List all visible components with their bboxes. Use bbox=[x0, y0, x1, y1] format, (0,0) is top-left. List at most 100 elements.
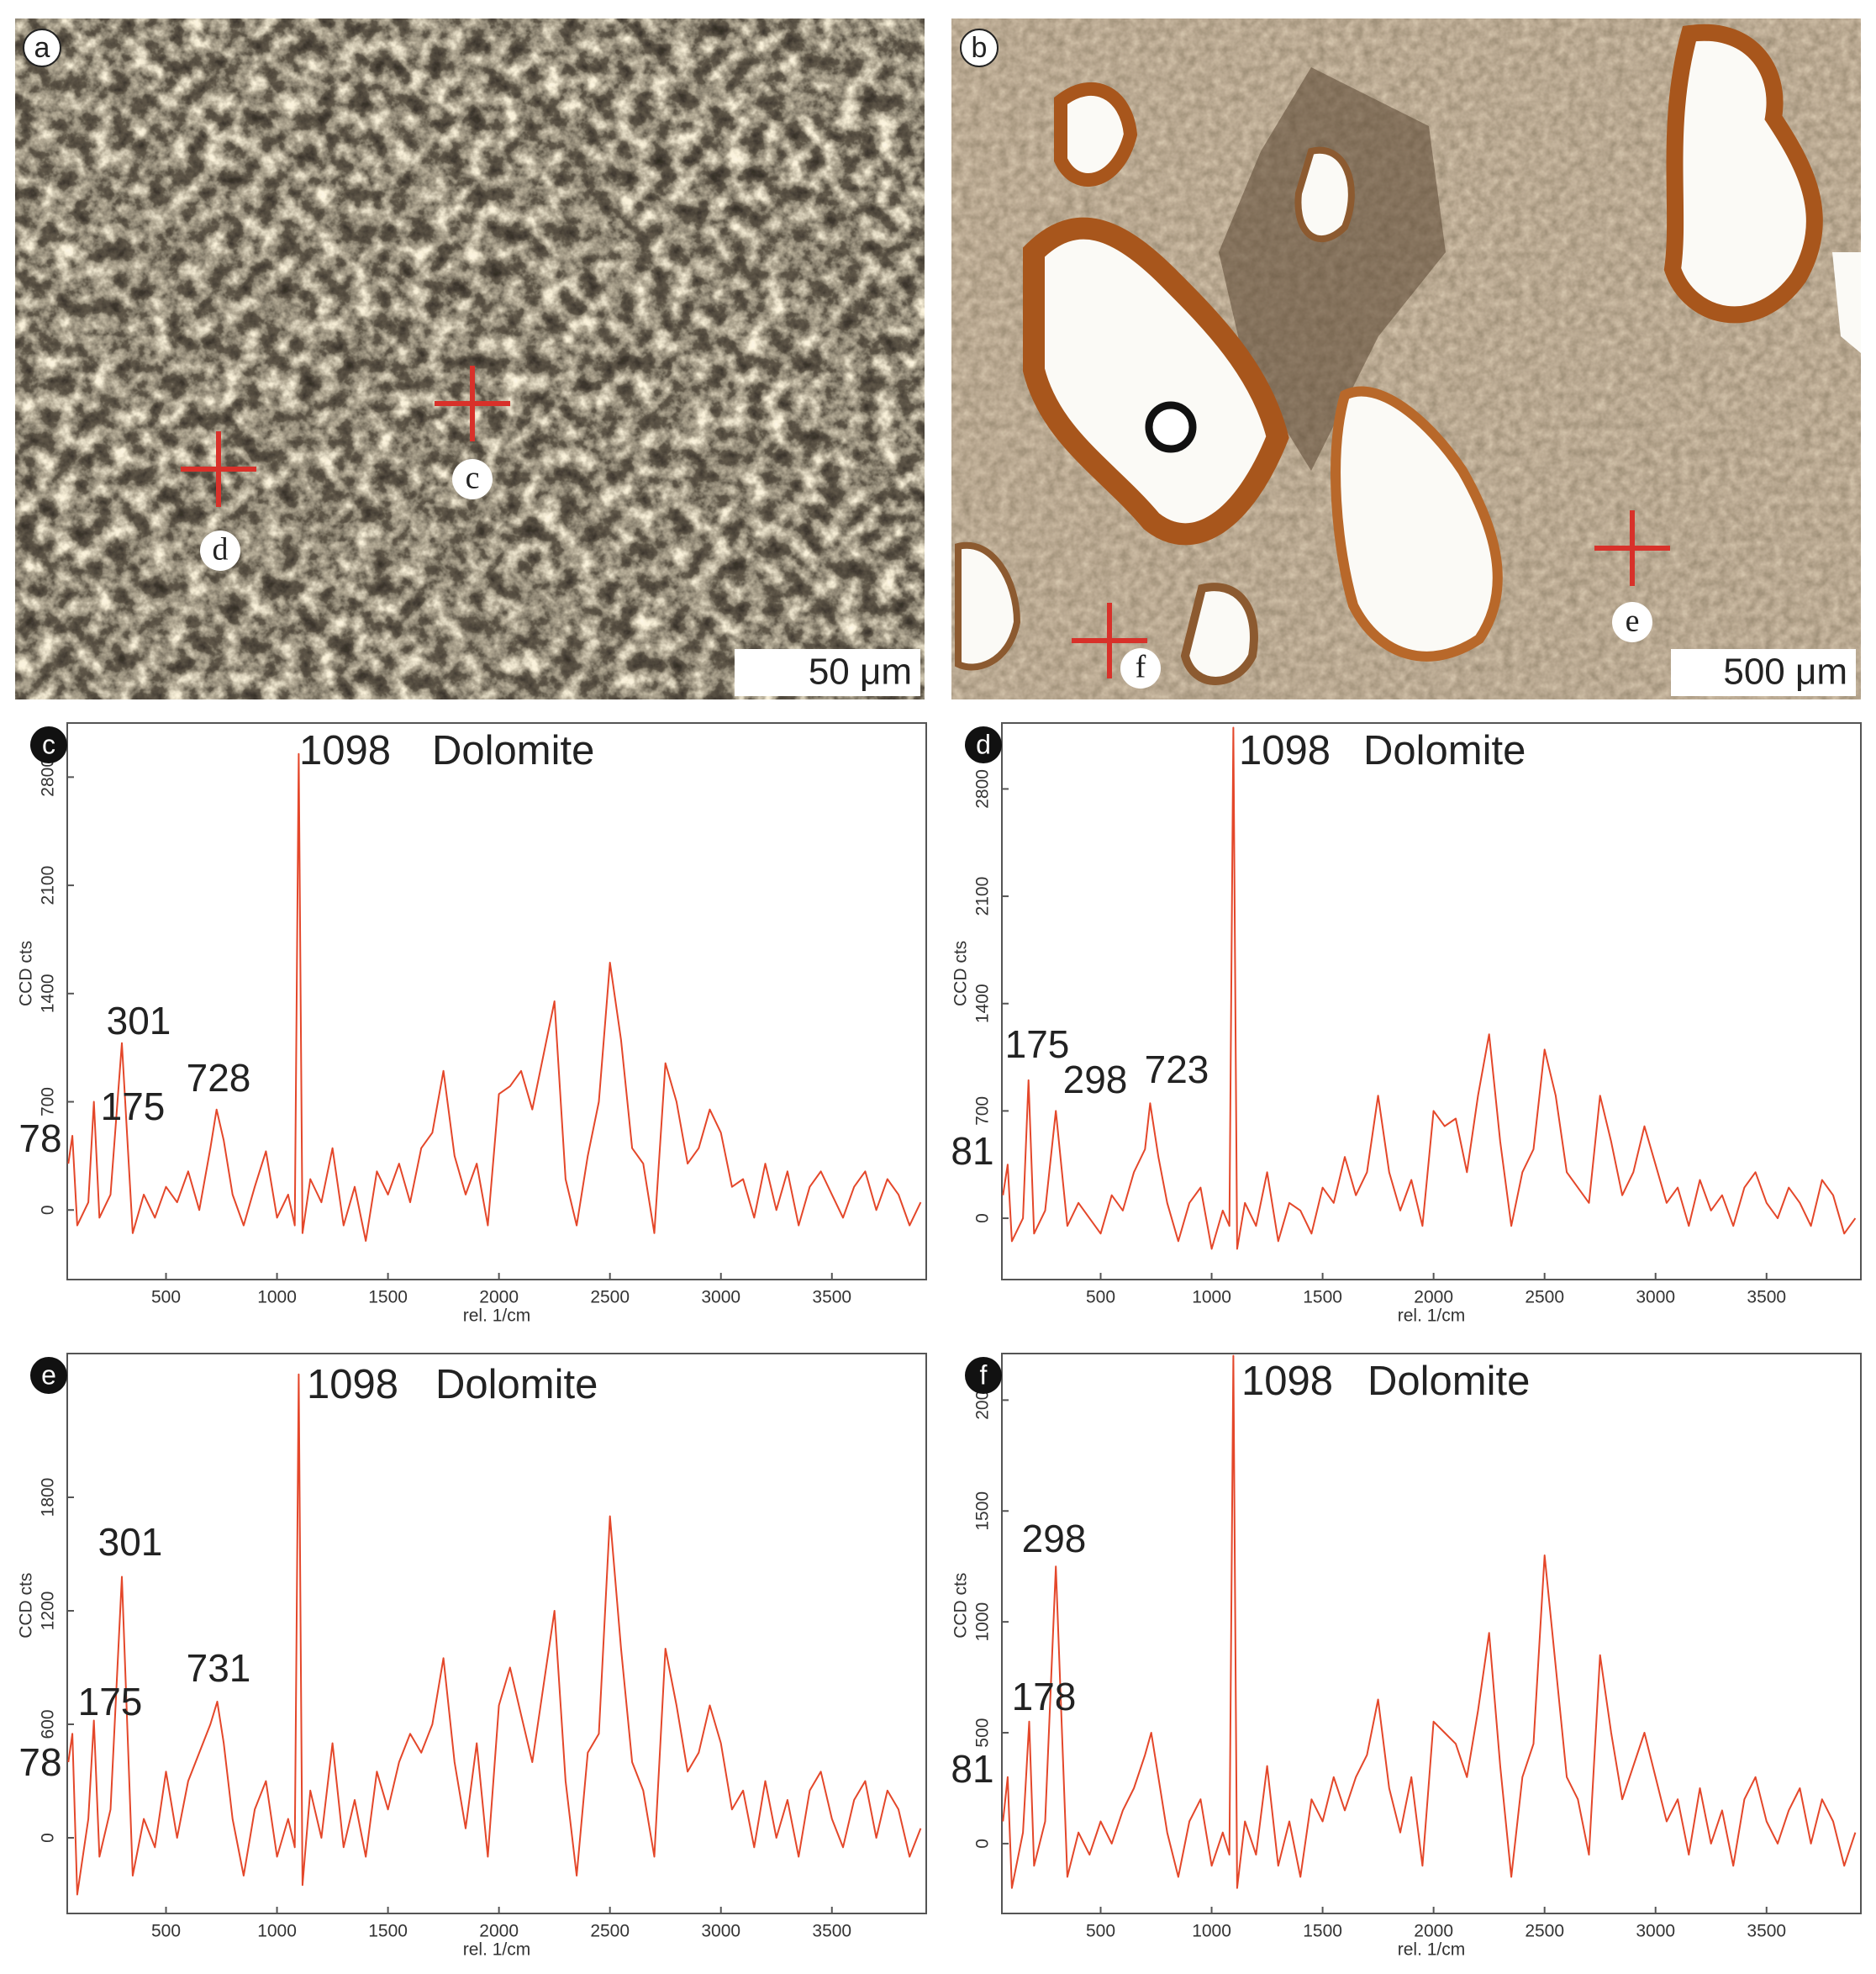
panel-badge bbox=[960, 29, 999, 67]
point-label: f bbox=[1136, 650, 1146, 685]
x-axis-title: rel. 1/cm bbox=[1398, 1940, 1466, 1960]
panel-badge bbox=[965, 1357, 1002, 1394]
x-axis-title: rel. 1/cm bbox=[463, 1306, 531, 1326]
x-tick-label: 500 bbox=[151, 1288, 181, 1307]
y-tick-label: 2100 bbox=[973, 877, 993, 916]
mineral-label: Dolomite bbox=[1367, 1359, 1530, 1404]
x-tick-label: 3500 bbox=[812, 1288, 851, 1307]
y-tick-label: 1000 bbox=[973, 1602, 993, 1642]
x-tick-label: 3000 bbox=[1636, 1922, 1675, 1941]
plot-frame bbox=[66, 1353, 927, 1914]
x-tick-label: 1500 bbox=[368, 1288, 408, 1307]
pore bbox=[955, 541, 1021, 671]
bubble bbox=[1145, 401, 1197, 453]
mineral-label: Dolomite bbox=[432, 728, 594, 773]
x-tick-label: 500 bbox=[151, 1922, 181, 1941]
x-tick-label: 2000 bbox=[479, 1288, 519, 1307]
peak-label: 78 bbox=[18, 1740, 61, 1784]
point-label: e bbox=[1626, 604, 1640, 639]
y-tick-label: 0 bbox=[973, 1213, 993, 1223]
peak-label: 1098 bbox=[1241, 1359, 1333, 1404]
pore bbox=[1832, 252, 1861, 353]
plot-frame bbox=[1001, 722, 1862, 1280]
x-tick-label: 3000 bbox=[1636, 1288, 1675, 1307]
panel-label: a bbox=[34, 32, 50, 64]
pore bbox=[1054, 82, 1138, 187]
x-tick-label: 3500 bbox=[1747, 1288, 1786, 1307]
peak-label: 728 bbox=[187, 1056, 251, 1100]
scale-bar bbox=[1671, 649, 1856, 696]
y-tick-label: 1400 bbox=[973, 984, 993, 1023]
y-tick-label: 0 bbox=[39, 1205, 58, 1215]
x-tick-label: 3500 bbox=[1747, 1922, 1786, 1941]
x-tick-label: 1500 bbox=[368, 1922, 408, 1941]
panel-badge bbox=[30, 1357, 67, 1394]
y-tick-label: 700 bbox=[973, 1096, 993, 1126]
panel-label: f bbox=[980, 1359, 988, 1390]
peak-label: 301 bbox=[98, 1520, 163, 1564]
micrograph-a bbox=[15, 18, 925, 699]
x-tick-label: 2500 bbox=[1525, 1288, 1564, 1307]
peak-label: 731 bbox=[187, 1646, 251, 1690]
peak-label: 175 bbox=[101, 1085, 166, 1128]
peak-label: 78 bbox=[18, 1116, 61, 1160]
y-tick-label: 1400 bbox=[39, 974, 58, 1013]
peak-label: 723 bbox=[1145, 1048, 1209, 1091]
x-tick-label: 1500 bbox=[1303, 1922, 1342, 1941]
plot-frame bbox=[1001, 1353, 1862, 1914]
peak-label: 1098 bbox=[307, 1362, 398, 1407]
scale-label: 50 μm bbox=[809, 652, 912, 693]
panel-label: d bbox=[976, 729, 991, 759]
pores bbox=[955, 24, 1861, 685]
spectrum bbox=[67, 1373, 922, 1896]
panel-badge bbox=[30, 726, 67, 763]
x-tick-label: 2500 bbox=[1525, 1922, 1564, 1941]
x-axis-title: rel. 1/cm bbox=[1398, 1306, 1466, 1326]
pore bbox=[1663, 24, 1823, 324]
y-axis-title: CCD cts bbox=[951, 1573, 971, 1639]
point-label: d bbox=[213, 532, 229, 567]
spectrum bbox=[67, 752, 922, 1242]
x-tick-label: 1000 bbox=[1192, 1288, 1231, 1307]
pore bbox=[1294, 146, 1355, 243]
panel-label: b bbox=[972, 32, 988, 64]
y-tick-label: 600 bbox=[39, 1709, 58, 1739]
x-tick-label: 2000 bbox=[479, 1922, 519, 1941]
x-tick-label: 2500 bbox=[590, 1922, 630, 1941]
x-tick-label: 2500 bbox=[590, 1288, 630, 1307]
y-tick-label: 500 bbox=[973, 1718, 993, 1748]
y-tick-label: 2100 bbox=[39, 866, 58, 905]
mineral-label: Dolomite bbox=[1363, 728, 1526, 773]
x-tick-label: 1500 bbox=[1303, 1288, 1342, 1307]
scale-bar bbox=[735, 649, 920, 696]
x-tick-label: 500 bbox=[1086, 1922, 1115, 1941]
peak-label: 301 bbox=[107, 999, 171, 1042]
x-tick-label: 3000 bbox=[701, 1288, 740, 1307]
x-axis-title: rel. 1/cm bbox=[463, 1940, 531, 1960]
y-axis-title: CCD cts bbox=[17, 941, 36, 1006]
x-tick-label: 2000 bbox=[1414, 1922, 1453, 1941]
y-tick-label: 700 bbox=[39, 1087, 58, 1116]
y-tick-label: 1200 bbox=[39, 1591, 58, 1631]
spectrum bbox=[1002, 1354, 1857, 1889]
point-label: c bbox=[466, 461, 480, 496]
point-badge bbox=[1612, 602, 1652, 642]
x-tick-label: 3000 bbox=[701, 1922, 740, 1941]
peak-label: 175 bbox=[1005, 1022, 1070, 1066]
dark-band bbox=[1219, 67, 1446, 471]
y-axis-title: CCD cts bbox=[951, 941, 971, 1006]
peak-label: 175 bbox=[78, 1680, 143, 1723]
y-tick-label: 1800 bbox=[39, 1478, 58, 1517]
point-badge bbox=[1120, 648, 1161, 689]
x-tick-label: 1000 bbox=[1192, 1922, 1231, 1941]
pore bbox=[1180, 583, 1258, 685]
point-badge bbox=[452, 459, 493, 499]
peak-label: 1098 bbox=[299, 728, 391, 773]
y-tick-label: 2800 bbox=[973, 769, 993, 809]
y-tick-label: 0 bbox=[973, 1839, 993, 1849]
peak-label: 178 bbox=[1012, 1675, 1077, 1718]
y-tick-label: 1500 bbox=[973, 1491, 993, 1531]
pore bbox=[1023, 217, 1289, 546]
spectrum bbox=[1002, 726, 1857, 1250]
